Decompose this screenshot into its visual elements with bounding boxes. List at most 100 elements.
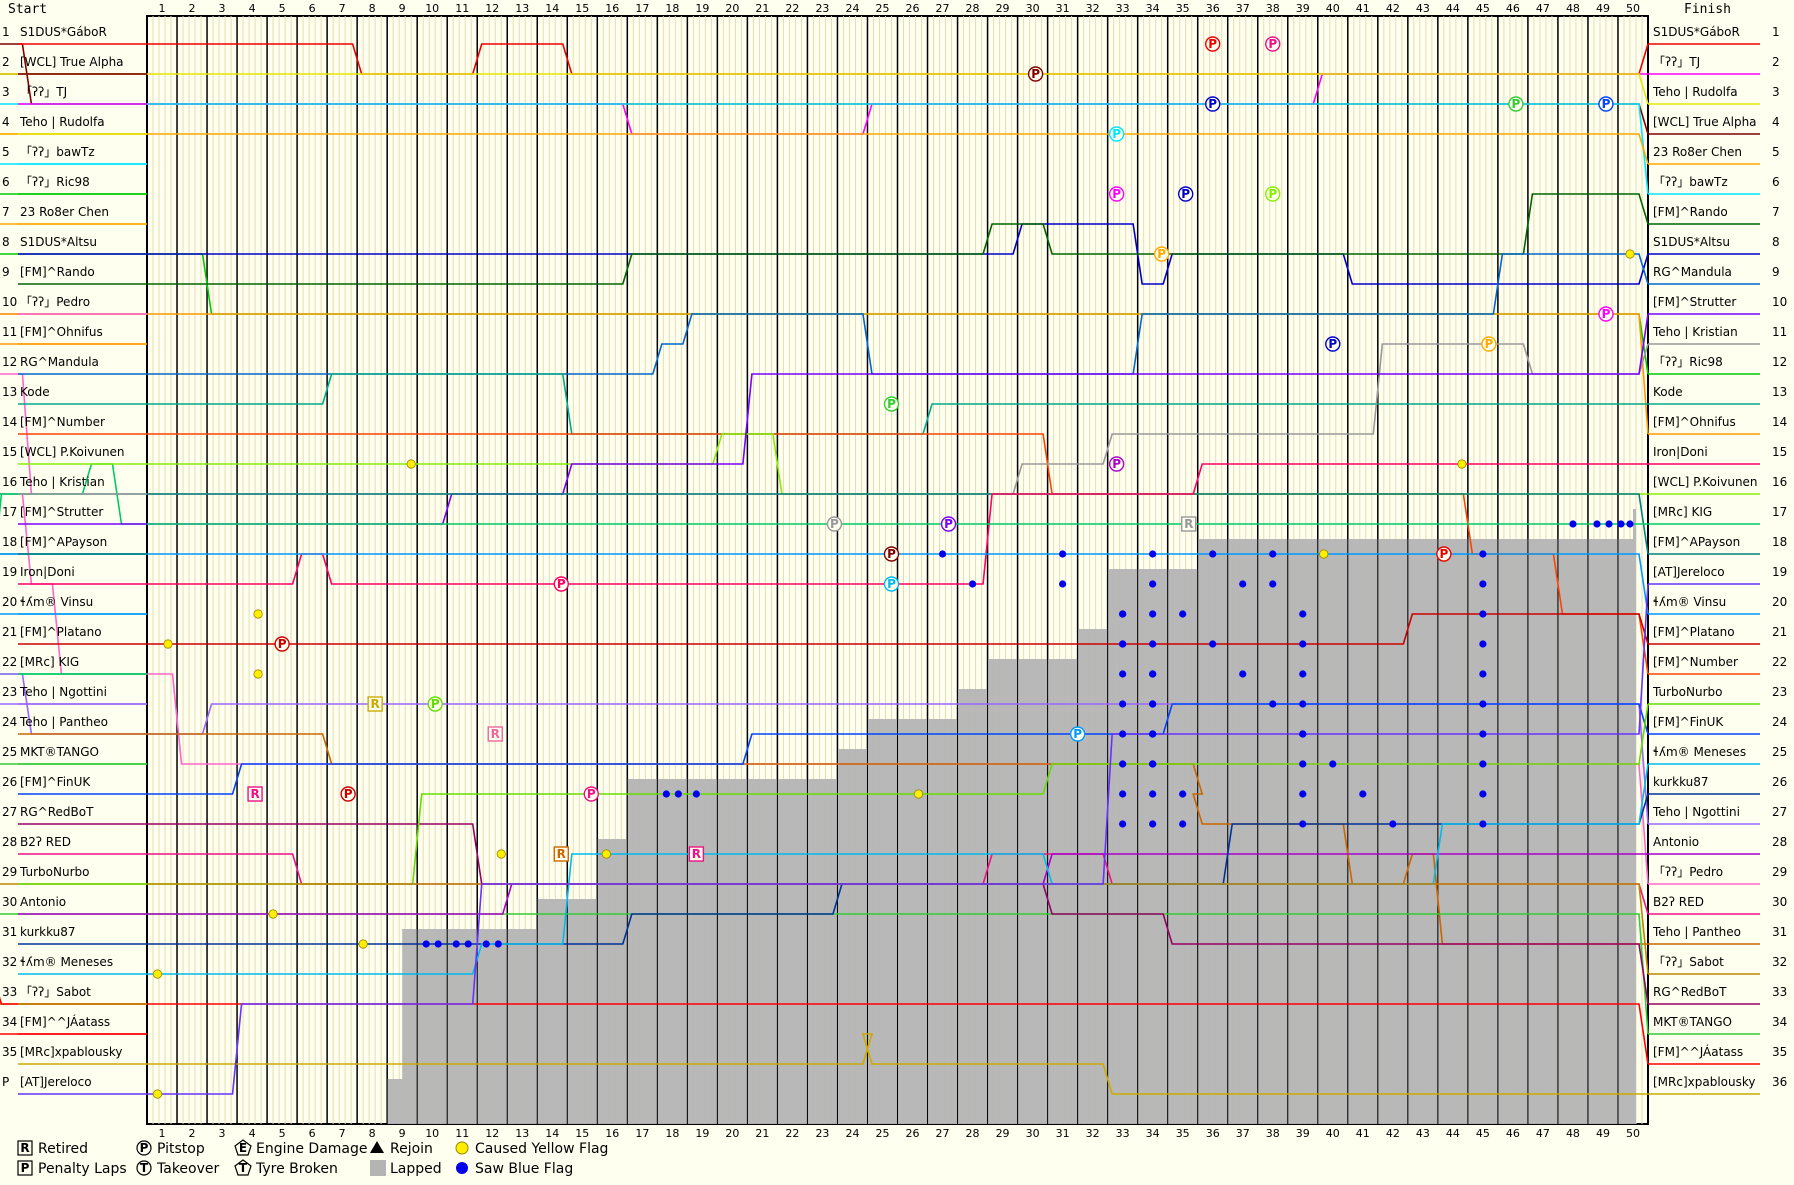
driver-line [0, 996, 1649, 1065]
finish-position-number: 32 [1772, 955, 1787, 969]
pitstop-marker-letter: P [1268, 187, 1277, 201]
start-driver-label: S1DUS*Altsu [20, 235, 97, 249]
start-driver-label: kurkku87 [20, 925, 76, 939]
pitstop-marker-letter: P [1112, 127, 1121, 141]
finish-position-number: 28 [1772, 835, 1787, 849]
pitstop-marker-letter: P [278, 637, 287, 651]
finish-driver-label: ɬʎm® Vinsu [1653, 595, 1726, 609]
start-driver-label: [FM]^Number [20, 415, 105, 429]
yellow-flag-dot [913, 789, 924, 799]
retired-marker [688, 846, 705, 862]
lap-tick-bottom: 23 [815, 1127, 829, 1140]
blue-flag-dot [1149, 580, 1157, 588]
lap-tick-bottom: 29 [996, 1127, 1010, 1140]
blue-flag-dot [1149, 760, 1157, 768]
start-driver-label: [FM]^Platano [20, 625, 102, 639]
finish-driver-label: TurboNurbo [1652, 685, 1722, 699]
start-position-number: 10 [2, 295, 17, 309]
pitstop-marker-letter: P [557, 577, 566, 591]
finish-driver-label: Teho | Ngottini [1652, 805, 1740, 819]
yellow-flag-dot [253, 669, 263, 679]
blue-flag-dot [1239, 670, 1247, 678]
lap-tick-bottom: 25 [875, 1127, 889, 1140]
finish-position-number: 9 [1772, 265, 1780, 279]
finish-position-number: 24 [1772, 715, 1787, 729]
lap-tick-bottom: 50 [1626, 1127, 1640, 1140]
blue-flag-dot [1239, 580, 1247, 588]
lap-tick-bottom: 9 [399, 1127, 406, 1140]
finish-position-number: 33 [1772, 985, 1787, 999]
start-position-number: 20 [2, 595, 17, 609]
lap-tick-bottom: 22 [785, 1127, 799, 1140]
blue-flag-dot [1269, 580, 1277, 588]
finish-driver-label: 「ʔʔ」Sabot [1653, 955, 1724, 969]
lap-tick-top: 14 [545, 2, 559, 15]
lap-tick-bottom: 15 [575, 1127, 589, 1140]
lap-tick-bottom: 27 [936, 1127, 950, 1140]
blue-flag-dot [1209, 640, 1217, 648]
blue-flag-dot [1149, 820, 1157, 828]
legend-lapped-icon [370, 1160, 386, 1176]
yellow-flag-dot [1457, 459, 1467, 469]
pitstop-marker-letter: P [887, 547, 896, 561]
finish-driver-label: [AT]Jereloco [1653, 565, 1725, 579]
retired-marker-letter: R [250, 787, 259, 801]
start-position-number: 25 [2, 745, 17, 759]
lap-tick-top: 19 [695, 2, 709, 15]
finish-driver-label: B2ʔ RED [1653, 895, 1704, 909]
start-driver-label: [MRc] KIG [20, 655, 79, 669]
start-driver-label: [AT]Jereloco [20, 1075, 92, 1089]
lap-tick-top: 37 [1236, 2, 1250, 15]
pitstop-marker-letter: P [1328, 337, 1337, 351]
finish-driver-label: 「ʔʔ」Ric98 [1653, 355, 1723, 369]
blue-flag-dot [1479, 820, 1487, 828]
blue-flag-dot [1149, 640, 1157, 648]
start-driver-label: 「ʔʔ」TJ [20, 85, 67, 99]
lap-tick-top: 20 [725, 2, 739, 15]
blue-flag-dot [1479, 550, 1487, 558]
lap-tick-top: 26 [906, 2, 920, 15]
lap-tick-top: 32 [1086, 2, 1100, 15]
start-driver-label: TurboNurbo [19, 865, 89, 879]
blue-flag-dot [1119, 610, 1127, 618]
finish-position-number: 25 [1772, 745, 1787, 759]
pitstop-marker-letter: P [344, 787, 353, 801]
lap-tick-bottom: 24 [845, 1127, 859, 1140]
finish-driver-label: [FM]^Platano [1653, 625, 1735, 639]
start-position-number: 27 [2, 805, 17, 819]
legend-pentagon-icon [234, 1159, 252, 1176]
start-driver-label: Teho | Pantheo [19, 715, 108, 729]
legend-square-icon [17, 1160, 33, 1176]
legend-symbol: T [239, 1161, 248, 1175]
pitstop-marker [1027, 66, 1044, 82]
yellow-flag-dot [152, 1089, 163, 1099]
lap-tick-top: 4 [249, 2, 256, 15]
yellow-flag-dot [358, 939, 368, 949]
driver-line [0, 103, 1649, 195]
start-position-number: 4 [2, 115, 10, 129]
lap-tick-top: 9 [399, 2, 406, 15]
lap-tick-top: 46 [1506, 2, 1520, 15]
start-driver-label: [FM]^Ohnifus [20, 325, 103, 339]
lap-tick-bottom: 39 [1296, 1127, 1310, 1140]
finish-driver-label: [FM]^Rando [1653, 205, 1728, 219]
lapped-area [386, 16, 1636, 1124]
blue-flag-dot [1299, 760, 1307, 768]
finish-position-number: 2 [1772, 55, 1780, 69]
lap-tick-bottom: 40 [1326, 1127, 1340, 1140]
finish-driver-label: MKT®TANGO [1653, 1015, 1732, 1029]
legend-symbol: R [20, 1141, 29, 1155]
lap-tick-bottom: 45 [1476, 1127, 1490, 1140]
blue-flag-dot [482, 940, 490, 948]
retired-marker-letter: R [557, 847, 566, 861]
start-position-number: 24 [2, 715, 17, 729]
start-position-number: 13 [2, 385, 17, 399]
finish-driver-label: Teho | Kristian [1652, 325, 1738, 339]
start-position-number: 7 [2, 205, 10, 219]
pitstop-marker-letter: P [887, 577, 896, 591]
lap-tick-bottom: 30 [1026, 1127, 1040, 1140]
blue-flag-dot [1059, 550, 1067, 558]
blue-flag-dot [1269, 700, 1277, 708]
yellow-flag-dot [163, 639, 173, 649]
